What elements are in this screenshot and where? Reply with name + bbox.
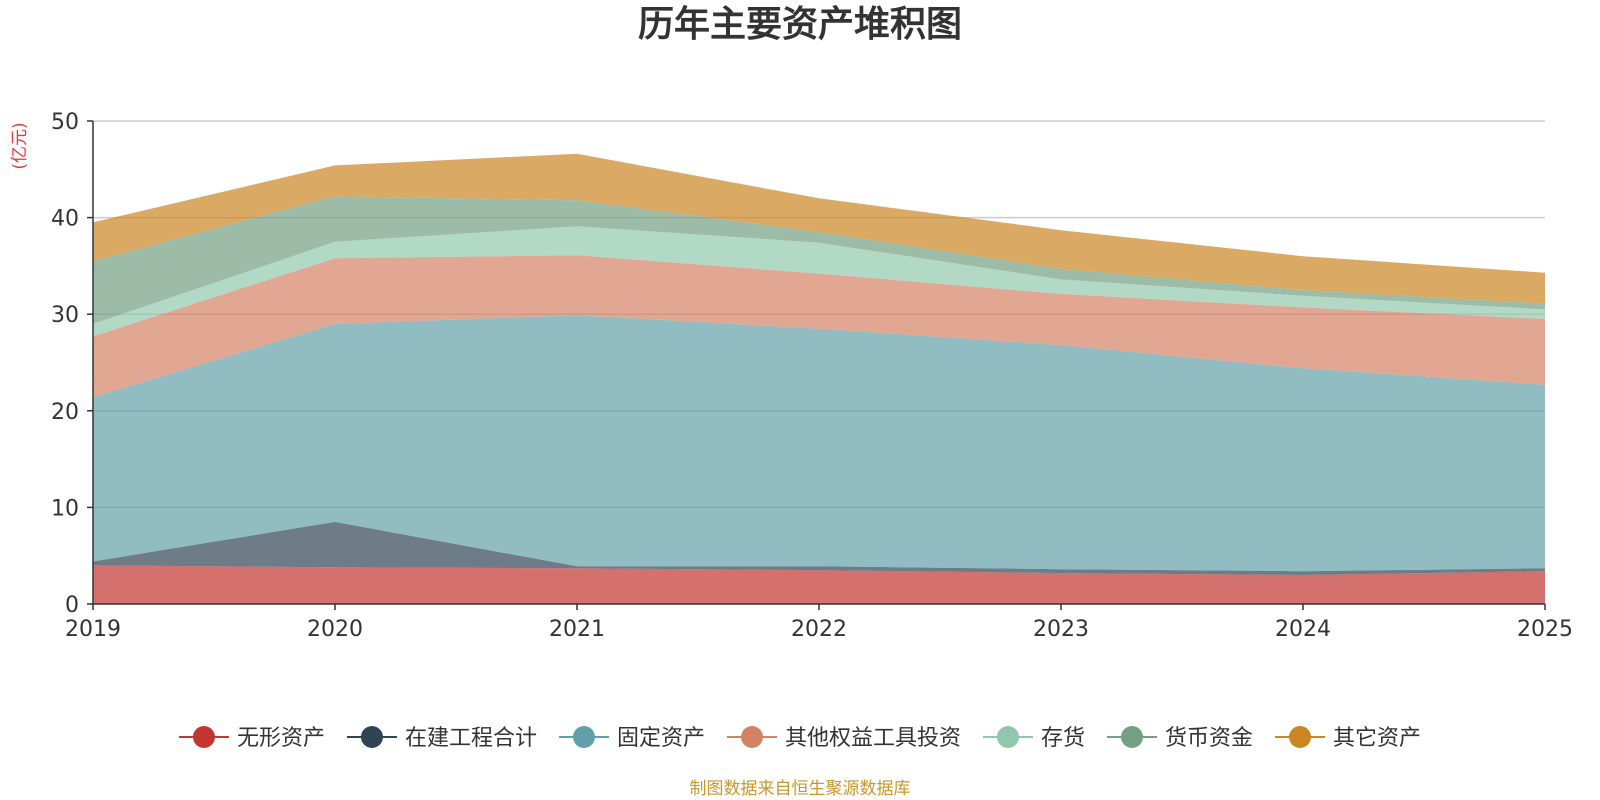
x-tick-label-2024: 2024 <box>1275 617 1331 642</box>
area-series-4 <box>93 255 1545 398</box>
legend-marker-6 <box>1121 726 1144 748</box>
y-tick-label-0: 0 <box>65 593 79 618</box>
y-tick-label-40: 40 <box>51 207 79 232</box>
area-series <box>93 153 1545 604</box>
legend-label-4: 其他权益工具投资 <box>785 726 961 751</box>
chart-title: 历年主要资产堆积图 <box>638 4 962 45</box>
legend-label-6: 货币资金 <box>1165 726 1253 751</box>
legend-label-5: 存货 <box>1041 726 1085 751</box>
y-axis-unit-label: (亿元) <box>10 122 30 169</box>
legend-marker-4 <box>740 726 763 748</box>
legend-item-4[interactable]: 其他权益工具投资 <box>726 726 961 751</box>
legend-label-2: 在建工程合计 <box>405 726 537 751</box>
legend-marker-7 <box>1289 726 1312 748</box>
legend-marker-1 <box>192 726 215 748</box>
x-tick-label-2025: 2025 <box>1517 617 1573 642</box>
area-series-5 <box>93 226 1545 337</box>
x-tick-label-2023: 2023 <box>1033 617 1089 642</box>
legend-item-5[interactable]: 存货 <box>983 726 1085 751</box>
legend-marker-2 <box>360 726 383 748</box>
legend-label-1: 无形资产 <box>237 726 325 751</box>
area-series-2 <box>93 521 1545 575</box>
x-tick-label-2020: 2020 <box>307 617 363 642</box>
data-source-note: 制图数据来自恒生聚源数据库 <box>690 779 911 799</box>
legend-marker-3 <box>572 726 595 748</box>
legend-marker-5 <box>997 726 1020 748</box>
x-tick-label-2022: 2022 <box>791 617 847 642</box>
area-series-7 <box>93 153 1545 304</box>
legend-item-3[interactable]: 固定资产 <box>558 726 705 751</box>
legend-item-1[interactable]: 无形资产 <box>178 726 325 751</box>
area-series-6 <box>93 196 1545 324</box>
legend-item-6[interactable]: 货币资金 <box>1107 726 1253 751</box>
y-tick-label-20: 20 <box>51 400 79 425</box>
area-series-3 <box>93 315 1545 572</box>
x-tick-label-2019: 2019 <box>65 617 121 642</box>
legend-label-3: 固定资产 <box>617 726 705 751</box>
x-tick-label-2021: 2021 <box>549 617 605 642</box>
y-tick-label-10: 10 <box>51 496 79 521</box>
y-tick-label-30: 30 <box>51 303 79 328</box>
legend-item-2[interactable]: 在建工程合计 <box>346 726 537 751</box>
y-tick-label-50: 50 <box>51 110 79 135</box>
axes: 0 10 20 30 40 50 2019 2020 2021 2022 2023 2024 2025 <box>51 110 1573 642</box>
legend-item-7[interactable]: 其它资产 <box>1275 726 1421 751</box>
legend[interactable]: 无形资产 在建工程合计 固定资产 其他权益工具投资 存货 货币资金 其它资产 <box>178 726 1421 751</box>
legend-label-7: 其它资产 <box>1333 726 1421 751</box>
area-series-1 <box>93 565 1545 604</box>
